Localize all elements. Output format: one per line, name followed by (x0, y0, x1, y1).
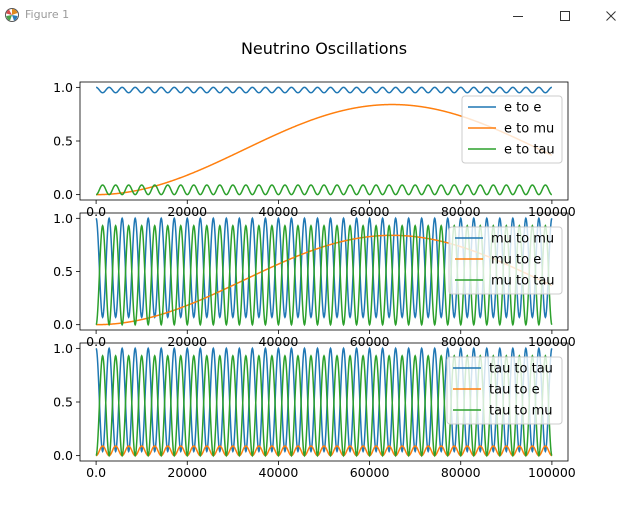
subplot-1: Neutrino Oscillations 0.0 20000 40000 60000 8… (53, 39, 576, 219)
y-tick-label: 1.0 (53, 211, 73, 226)
x-tick-label: 40000 (259, 465, 299, 480)
figure-canvas: Neutrino Oscillations 0.0 20000 40000 60000 8… (53, 39, 576, 480)
legend: e to e e to mu e to tau (461, 95, 563, 164)
legend-label-tau-to-mu: tau to mu (489, 404, 553, 419)
matplotlib-icon (5, 8, 19, 22)
y-tick-label: 0.5 (53, 395, 73, 410)
x-tick-label: 100000 (528, 204, 576, 219)
x-tick-label: 40000 (259, 204, 299, 219)
x-tick-label: 40000 (259, 334, 299, 349)
y-tick-label: 1.0 (53, 80, 73, 95)
chart-title: Neutrino Oscillations (241, 39, 407, 58)
x-tick-label: 80000 (441, 334, 481, 349)
y-tick-label: 1.0 (53, 341, 73, 356)
legend-label-mu-to-e: mu to e (491, 253, 541, 268)
y-tick-label: 0.5 (53, 264, 73, 279)
x-tick-label: 20000 (167, 204, 207, 219)
legend-box (446, 356, 563, 425)
legend-label-tau-to-e: tau to e (489, 383, 540, 398)
x-tick-label: 0.0 (86, 465, 106, 480)
y-tick-label: 0.0 (53, 187, 73, 202)
series-line-tau-to-mu (95, 354, 553, 458)
legend: tau to tau tau to e tau to mu (446, 356, 563, 425)
close-button[interactable] (588, 0, 632, 31)
x-tick-label: 20000 (167, 334, 207, 349)
x-tick-label: 60000 (350, 465, 390, 480)
x-tick-label: 20000 (167, 465, 207, 480)
x-tick-label: 0.0 (86, 334, 106, 349)
x-tick-label: 80000 (441, 465, 481, 480)
legend-label-tau-to-tau: tau to tau (489, 362, 553, 377)
subplot-3: 0.0 20000 40000 60000 80000 100000 0.0 0.5 1.0 ta… (53, 341, 576, 480)
legend-box (461, 95, 563, 164)
subplot-2: 0.0 20000 40000 60000 80000 100000 0.0 0.5 1.0 mu… (53, 211, 576, 349)
legend-label-e-to-e: e to e (504, 101, 541, 116)
window-title: Figure 1 (25, 8, 70, 21)
maximize-icon (560, 10, 570, 21)
x-tick-label: 60000 (350, 204, 390, 219)
y-tick-label: 0.0 (53, 317, 73, 332)
minimize-button[interactable] (495, 0, 541, 31)
minimize-icon (513, 15, 523, 17)
close-icon (606, 10, 616, 21)
legend-label-mu-to-mu: mu to mu (491, 232, 554, 247)
legend-box (448, 226, 563, 295)
series-line-mu-to-tau (95, 224, 553, 327)
legend-label-e-to-tau: e to tau (504, 143, 555, 158)
series-line-e-to-tau (95, 184, 553, 196)
x-tick-label: 0.0 (86, 204, 106, 219)
window-titlebar: Figure 1 (0, 0, 632, 31)
x-tick-label: 60000 (350, 334, 390, 349)
legend: mu to mu mu to e mu to tau (448, 226, 563, 295)
y-tick-label: 0.5 (53, 134, 73, 149)
x-tick-label: 100000 (528, 465, 576, 480)
series-line-e-to-e (96, 86, 552, 94)
maximize-button[interactable] (542, 0, 588, 31)
x-tick-label: 80000 (441, 204, 481, 219)
series-line-tau-to-e (95, 445, 553, 457)
legend-label-mu-to-tau: mu to tau (491, 274, 555, 289)
legend-label-e-to-mu: e to mu (504, 122, 554, 137)
x-tick-label: 100000 (528, 334, 576, 349)
y-tick-label: 0.0 (53, 448, 73, 463)
